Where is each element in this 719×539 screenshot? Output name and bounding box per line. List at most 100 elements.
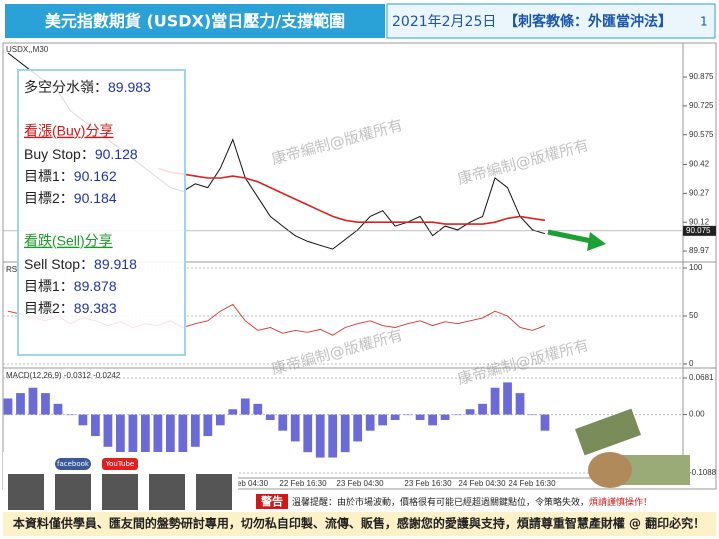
level-value: 89.878 [74, 278, 117, 294]
bar [528, 414, 537, 416]
bar [378, 414, 388, 426]
level-value: 89.983 [108, 79, 151, 95]
bar [340, 414, 350, 453]
level-value: 90.184 [74, 190, 117, 206]
bar [103, 414, 113, 447]
bar [265, 414, 275, 420]
y-tick-label: 90.27 [689, 188, 710, 197]
bar [53, 403, 63, 415]
bar [91, 414, 100, 437]
y-tick-label: 100 [689, 263, 703, 272]
warning-text: 溫馨提醒：由於市場波動，價格很有可能已經超過關鍵點位，令策略失效， [292, 496, 589, 508]
warning-badge-text: 警告 [260, 494, 283, 508]
y-tick-label: 0 [689, 359, 694, 368]
y-tick-label: 50 [689, 311, 698, 320]
levels-box [17, 69, 186, 356]
level-value: 89.918 [94, 256, 137, 272]
bar [215, 414, 225, 426]
bar [178, 414, 188, 458]
y-tick-label: 0.0681 [689, 373, 714, 382]
slogan: 【刺客教條：外匯當沖法】 [504, 13, 672, 30]
date-box [386, 3, 716, 39]
date: 2021年2月25日 [392, 14, 496, 30]
bar [16, 393, 25, 415]
bar [503, 382, 512, 415]
title: 美元指數期貨 (USDX)當日壓力/支撐範圍 [45, 12, 345, 31]
notice-bar [3, 512, 716, 536]
x-tick-label: 23 Feb 04:30 [336, 479, 384, 488]
data-line [157, 167, 546, 225]
panel-label: RSI [6, 265, 19, 274]
level-name: 目標1： [24, 168, 74, 184]
bar [465, 409, 475, 415]
bar [365, 414, 375, 431]
bar [228, 409, 238, 415]
level-label: 目標1：89.878 [24, 278, 117, 294]
level-label: 目標1：90.162 [24, 168, 117, 184]
panel-label: MACD(12,26,9) -0.0312 -0.0242 [6, 371, 121, 380]
bar [290, 414, 300, 442]
trend-arrow-head [587, 232, 606, 251]
y-tick-label: 90.725 [689, 101, 714, 110]
bar [116, 414, 125, 458]
bar [315, 414, 325, 458]
level-name: Sell Stop： [24, 256, 94, 272]
social-label: facebook [57, 460, 90, 468]
bar [203, 414, 213, 437]
banknotes [575, 408, 641, 456]
bar [415, 414, 425, 420]
bar [515, 393, 525, 415]
notice: 本資料僅供學員、匯友間的盤勢研討專用，切勿私自印製、流傳、販售，感謝您的愛護與支… [13, 516, 705, 531]
bar [3, 398, 13, 415]
level-label: Buy Stop：90.128 [24, 146, 138, 162]
x-tick-label: 23 Feb 16:30 [404, 479, 452, 488]
qr-code [102, 474, 138, 510]
qr-code [196, 474, 232, 510]
level-name: Buy Stop： [24, 146, 95, 162]
bar [403, 414, 412, 416]
current-price-box [683, 225, 716, 236]
page-number: 1 [700, 15, 708, 29]
facebook-badge [55, 458, 91, 470]
x-tick-label: 24 Feb 16:30 [508, 479, 556, 488]
level-label: 目標2：89.383 [24, 300, 117, 316]
warning: 溫馨提醒：由於市場波動，價格很有可能已經超過關鍵點位，令策略失效，煩請謹慎操作！ [292, 496, 652, 508]
y-tick-label: 0.00 [689, 410, 705, 419]
qr-code [8, 474, 44, 510]
bar [453, 414, 462, 416]
y-tick-label: 90.42 [689, 160, 710, 169]
bar [253, 403, 263, 415]
level-name: 目標2： [24, 300, 74, 316]
title-box [5, 4, 385, 38]
bar [153, 414, 163, 469]
sell-title: 看跌(Sell)分享 [24, 233, 113, 249]
bar [128, 414, 138, 463]
social-label: YouTube [105, 460, 134, 468]
y-tick-label: -0.1088 [689, 468, 717, 477]
level-value: 89.383 [74, 300, 117, 316]
bar [353, 414, 363, 442]
bar [428, 414, 437, 426]
bar [190, 414, 200, 447]
x-tick-label: 24 Feb 04:30 [458, 479, 506, 488]
level-value: 90.162 [74, 168, 117, 184]
qr-code [149, 474, 185, 510]
qr-code [55, 474, 91, 510]
level-label: Sell Stop：89.918 [24, 256, 137, 272]
money-image [575, 408, 690, 488]
bar [278, 414, 288, 431]
y-tick-label: 89.97 [689, 246, 710, 255]
level-label: 多空分水嶺：89.983 [24, 79, 151, 95]
warning-emphasis: 煩請謹慎操作！ [589, 496, 652, 508]
buy-title: 看漲(Buy)分享 [24, 123, 113, 139]
level-name: 多空分水嶺： [24, 79, 108, 95]
bar [28, 387, 38, 415]
level-value: 90.128 [95, 146, 138, 162]
bar [78, 414, 88, 426]
bar [328, 414, 338, 458]
bar [390, 414, 400, 420]
y-tick-label: 90.875 [689, 72, 714, 81]
y-tick-label: 90.12 [689, 217, 710, 226]
warning-badge [256, 494, 288, 509]
trend-arrow [547, 229, 597, 245]
